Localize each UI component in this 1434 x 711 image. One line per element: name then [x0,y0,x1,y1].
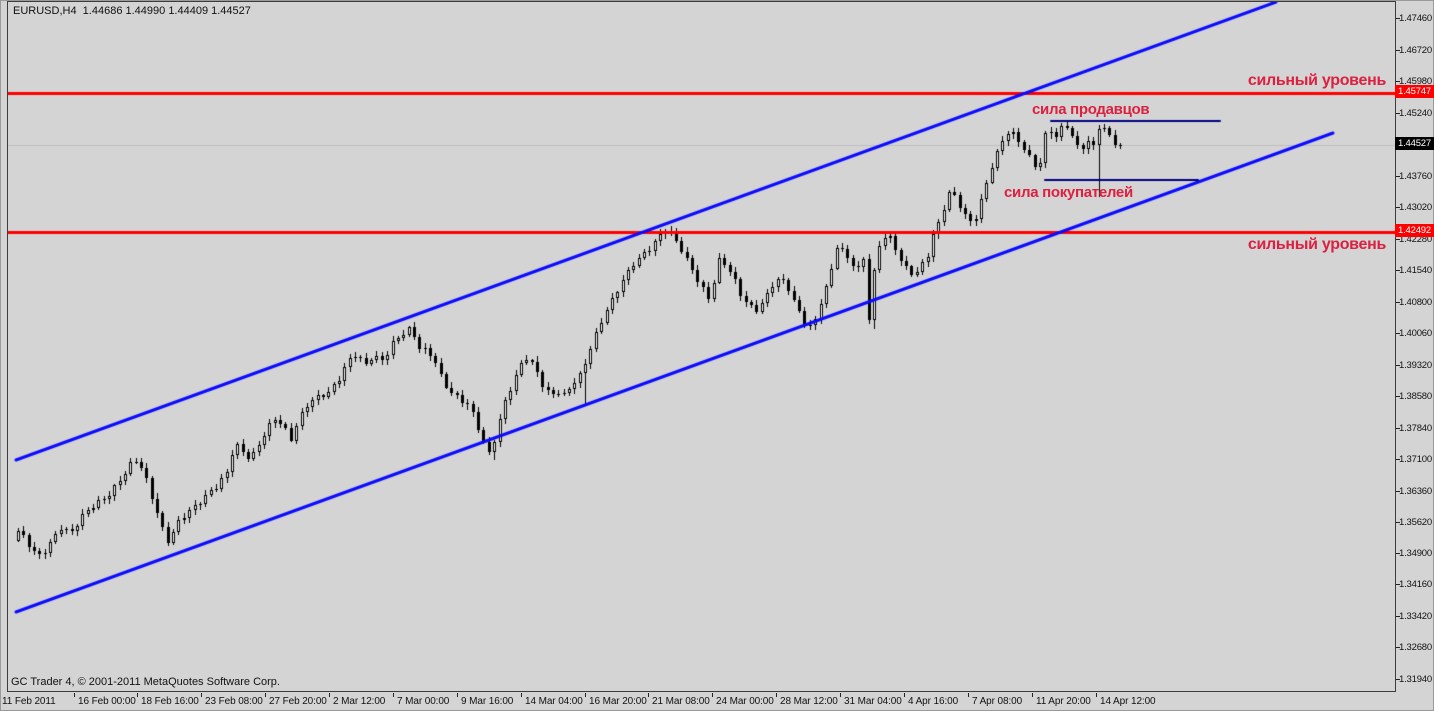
price-axis-label: 1.42280 [1396,234,1432,245]
price-axis-tick [1396,176,1400,177]
price-axis-tick [1396,18,1400,19]
price-axis-tick [1396,81,1400,82]
price-axis-label: 1.43760 [1396,171,1432,182]
price-axis-label: 1.43020 [1396,202,1432,213]
price-axis-label: 1.31940 [1396,674,1432,685]
level-price-box: 1.45747 [1395,85,1434,98]
price-axis-label: 1.45980 [1396,76,1432,87]
time-axis-tick [585,693,586,697]
price-axis-label: 1.41540 [1396,265,1432,276]
price-axis-label: 1.36360 [1396,486,1432,497]
price-axis[interactable]: 1.47460 1.46720 1.45980 1.45240 1.43760 1.430… [1395,0,1434,692]
time-axis-label: 16 Feb 00:00 [78,696,136,707]
copyright-text: GC Trader 4, © 2001-2011 MetaQuotes Soft… [11,676,280,688]
price-axis-tick [1396,302,1400,303]
time-axis-tick [904,693,905,697]
price-axis-label: 1.37840 [1396,423,1432,434]
price-axis-label: 1.32680 [1396,642,1432,653]
time-axis-label: 28 Mar 12:00 [780,696,838,707]
price-axis-label: 1.35620 [1396,517,1432,528]
price-axis-tick [1396,270,1400,271]
price-axis-tick [1396,459,1400,460]
time-axis-label: 23 Feb 08:00 [205,696,263,707]
time-axis-label: 9 Mar 16:00 [461,696,514,707]
time-axis-tick [776,693,777,697]
price-axis-tick [1396,616,1400,617]
price-axis-label: 1.45240 [1396,108,1432,119]
time-axis-tick [74,693,75,697]
annotation-strong-level-upper: сильный уровень [1247,71,1386,89]
annotation-strong-level-lower: сильный уровень [1247,235,1386,253]
time-axis-tick [712,693,713,697]
price-axis-label: 1.34900 [1396,548,1432,559]
price-axis-tick [1396,522,1400,523]
time-axis-label: 2 Mar 12:00 [333,696,386,707]
price-axis-label: 1.33420 [1396,611,1432,622]
price-axis-label: 1.34160 [1396,579,1432,590]
price-axis-label: 1.46720 [1396,45,1432,56]
time-axis-label: 16 Mar 20:00 [589,696,647,707]
time-axis-tick [1032,693,1033,697]
candlestick-canvas[interactable] [8,2,1395,691]
time-axis-tick [840,693,841,697]
price-axis-label: 1.40800 [1396,297,1432,308]
price-axis-tick [1396,679,1400,680]
chart-plot-area[interactable]: EURUSD,H4 1.44686 1.44990 1.44409 1.4452… [7,1,1396,692]
price-axis-label: 1.47460 [1396,13,1432,24]
time-axis-tick [457,693,458,697]
price-axis-tick [1396,113,1400,114]
time-axis-label: 18 Feb 16:00 [141,696,199,707]
price-axis-tick [1396,428,1400,429]
time-axis-label: 31 Mar 04:00 [844,696,902,707]
price-axis-label: 1.39320 [1396,360,1432,371]
current-price-box: 1.44527 [1395,137,1434,150]
time-axis-label: 27 Feb 20:00 [269,696,327,707]
annotation-sellers-strength: сила продавцов [1032,100,1150,118]
price-axis-tick [1396,239,1400,240]
price-axis-label: 1.40060 [1396,328,1432,339]
price-axis-tick [1396,207,1400,208]
time-axis-tick [1096,693,1097,697]
price-axis-tick [1396,396,1400,397]
time-axis-label: 11 Feb 2011 [2,696,56,707]
price-axis-tick [1396,365,1400,366]
chart-ohlc-title: EURUSD,H4 1.44686 1.44990 1.44409 1.4452… [13,5,251,17]
price-axis-tick [1396,647,1400,648]
time-axis-tick [201,693,202,697]
time-axis-label: 21 Mar 08:00 [652,696,710,707]
price-axis-tick [1396,333,1400,334]
price-axis-tick [1396,491,1400,492]
time-axis[interactable]: 11 Feb 2011 16 Feb 00:00 18 Feb 16:00 23 Fe… [0,693,1434,711]
price-axis-tick [1396,50,1400,51]
time-axis-label: 7 Apr 08:00 [972,696,1023,707]
price-axis-tick [1396,553,1400,554]
time-axis-label: 14 Apr 12:00 [1100,696,1156,707]
time-axis-tick [648,693,649,697]
time-axis-label: 14 Mar 04:00 [525,696,583,707]
price-axis-label: 1.38580 [1396,391,1432,402]
annotation-buyers-strength: сила покупателей [1004,184,1133,201]
price-axis-label: 1.37100 [1396,454,1432,465]
level-price-box: 1.42492 [1395,224,1434,237]
time-axis-tick [521,693,522,697]
time-axis-tick [137,693,138,697]
time-axis-label: 11 Apr 20:00 [1036,696,1091,707]
time-axis-tick [329,693,330,697]
price-axis-tick [1396,584,1400,585]
time-axis-label: 4 Apr 16:00 [908,696,959,707]
time-axis-tick [968,693,969,697]
time-axis-tick [393,693,394,697]
time-axis-label: 7 Mar 00:00 [397,696,450,707]
time-axis-tick [265,693,266,697]
time-axis-label: 24 Mar 00:00 [716,696,774,707]
